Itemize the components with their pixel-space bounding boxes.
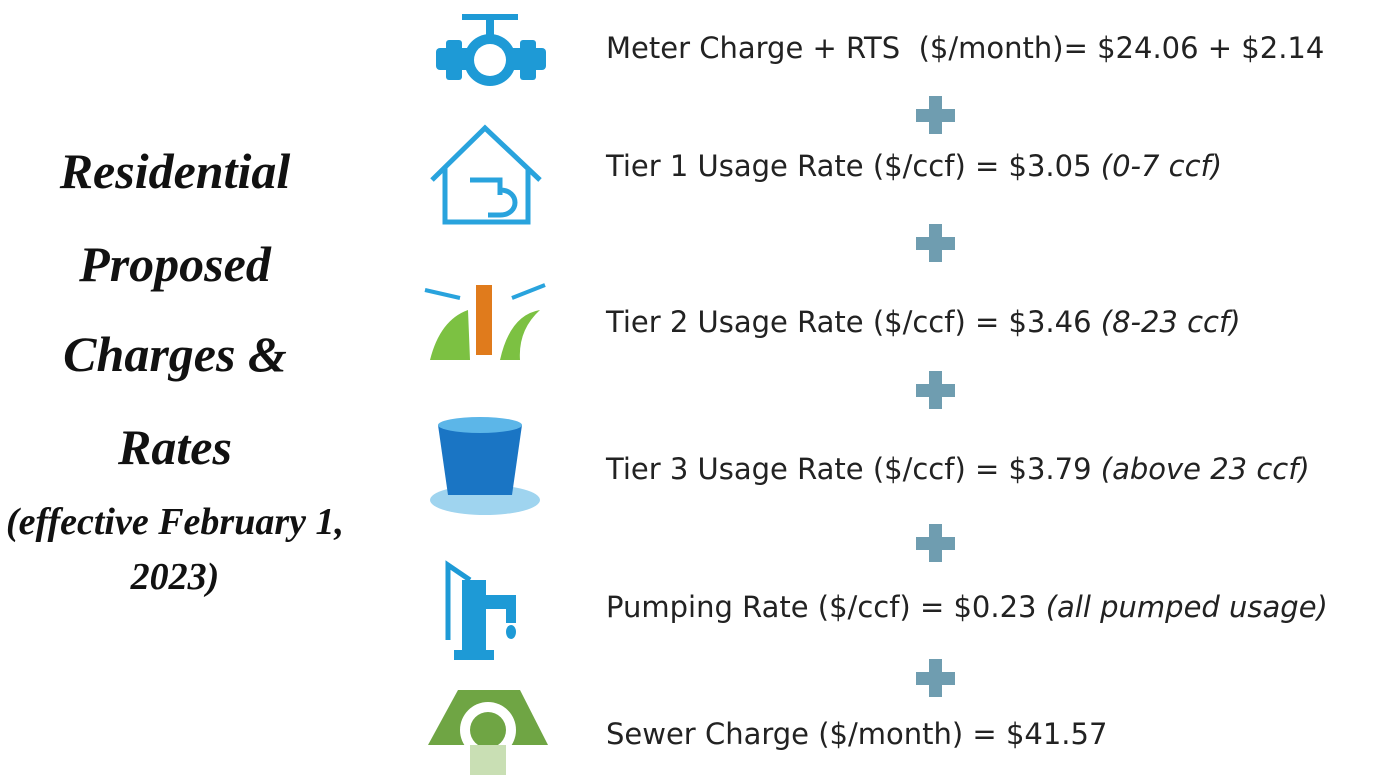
sewer-icon xyxy=(428,690,548,775)
item-label: Tier 3 Usage Rate ($/ccf) = $3.79 xyxy=(606,452,1092,486)
title-line: Rates xyxy=(118,419,232,475)
item-label: Sewer Charge ($/month) = $41.57 xyxy=(606,717,1108,751)
rate-item: Tier 3 Usage Rate ($/ccf) = $3.79 (above… xyxy=(606,451,1310,487)
meter-icon xyxy=(436,14,546,86)
item-label: Tier 2 Usage Rate ($/ccf) = $3.46 xyxy=(606,305,1092,339)
title-line: 2023) xyxy=(130,556,220,598)
rate-item: Tier 1 Usage Rate ($/ccf) = $3.05 (0-7 c… xyxy=(606,148,1222,184)
item-note: (0-7 ccf) xyxy=(1100,149,1223,183)
house-icon xyxy=(430,124,542,225)
item-label: Tier 1 Usage Rate ($/ccf) = $3.05 xyxy=(606,149,1092,183)
item-note: (above 23 ccf) xyxy=(1100,452,1310,486)
title-line: Proposed xyxy=(79,236,271,292)
rate-item: Meter Charge + RTS ($/month)= $24.06 + $… xyxy=(606,30,1324,66)
item-note: (all pumped usage) xyxy=(1045,590,1328,624)
pump-icon xyxy=(445,560,516,660)
bucket-icon xyxy=(430,417,540,515)
sprinkler-icon xyxy=(424,283,546,360)
item-label: Meter Charge + RTS ($/month)= $24.06 + $… xyxy=(606,31,1325,65)
plus-signs xyxy=(916,96,955,697)
item-label: Pumping Rate ($/ccf) = $0.23 xyxy=(606,590,1037,624)
rate-item: Pumping Rate ($/ccf) = $0.23 (all pumped… xyxy=(606,589,1328,625)
rate-item: Sewer Charge ($/month) = $41.57 xyxy=(606,716,1107,752)
item-note: (8-23 ccf) xyxy=(1100,305,1241,339)
title-line: Charges & xyxy=(63,326,287,382)
rate-item: Tier 2 Usage Rate ($/ccf) = $3.46 (8-23 … xyxy=(606,304,1241,340)
title-line: Residential xyxy=(59,143,291,199)
title-line: (effective February 1, xyxy=(5,501,344,543)
